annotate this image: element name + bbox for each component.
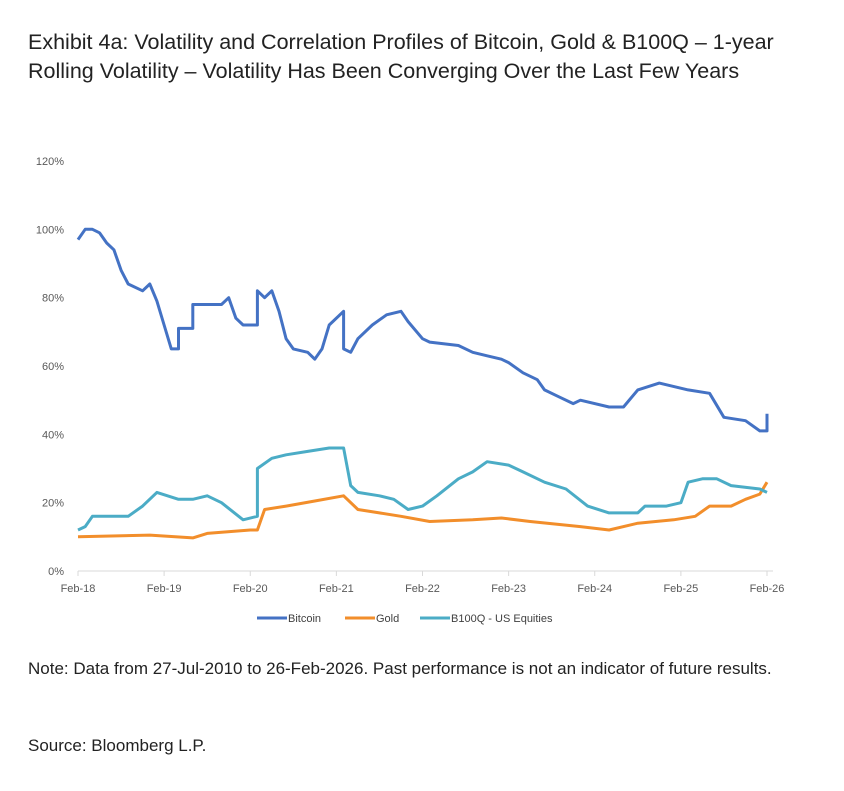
y-axis: 0% 20% 40% 60% 80% 100% 120% — [36, 156, 64, 578]
x-tick-label: Feb-26 — [750, 583, 785, 595]
source-text: Source: Bloomberg L.P. — [28, 736, 207, 755]
legend-label: Bitcoin — [288, 613, 321, 625]
x-tick-label: Feb-19 — [147, 583, 182, 595]
legend-label: Gold — [376, 613, 399, 625]
x-tick-label: Feb-18 — [61, 583, 96, 595]
x-tick-label: Feb-20 — [233, 583, 268, 595]
x-tick-label: Feb-22 — [405, 583, 440, 595]
legend: Bitcoin Gold B100Q - US Equities — [257, 613, 553, 625]
y-tick-label: 40% — [42, 429, 64, 441]
note-text: Note: Data from 27-Jul-2010 to 26-Feb-20… — [28, 659, 772, 678]
chart-title: Exhibit 4a: Volatility and Correlation P… — [28, 30, 774, 83]
series-line-gold — [77, 481, 769, 540]
series-lines — [76, 227, 769, 540]
series-line-b100q-us-equities — [77, 446, 768, 532]
legend-label: B100Q - US Equities — [451, 613, 553, 625]
x-tick-label: Feb-24 — [577, 583, 612, 595]
series-line-bitcoin — [76, 227, 769, 433]
y-tick-label: 20% — [42, 498, 64, 510]
y-tick-label: 120% — [36, 156, 64, 168]
y-tick-label: 60% — [42, 361, 64, 373]
x-tick-label: Feb-25 — [663, 583, 698, 595]
y-tick-label: 80% — [42, 293, 64, 305]
x-tick-label: Feb-21 — [319, 583, 354, 595]
x-axis: Feb-18 Feb-19 Feb-20 Feb-21 Feb-22 Feb-23 Feb-… — [61, 570, 785, 595]
x-tick-label: Feb-23 — [491, 583, 526, 595]
y-tick-label: 0% — [48, 566, 64, 578]
y-tick-label: 100% — [36, 224, 64, 236]
